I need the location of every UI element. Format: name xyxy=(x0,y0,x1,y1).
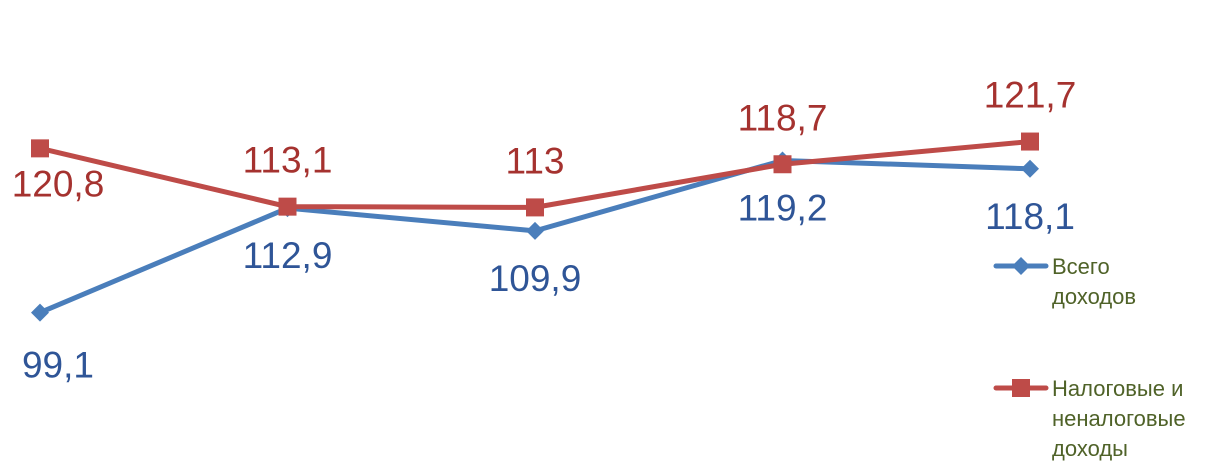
legend-label-2-line-2: неналоговые xyxy=(1052,406,1186,431)
series-2-data-label-2: 113,1 xyxy=(243,140,333,181)
legend-label-1: Всего доходов xyxy=(1052,254,1136,309)
series-2-data-label-3: 113 xyxy=(506,140,565,181)
legend-marker-1 xyxy=(1012,257,1030,275)
series-1-data-label-1: 99,1 xyxy=(22,345,94,386)
legend-label-2-line-3: доходы xyxy=(1052,436,1128,461)
series-2-marker-5 xyxy=(1021,132,1039,151)
series-1-data-label-4: 119,2 xyxy=(738,187,828,228)
legend-marker-2 xyxy=(1012,379,1030,397)
series-1-marker-3 xyxy=(526,221,544,240)
series-2-marker-2 xyxy=(278,197,297,216)
series-1-marker-5 xyxy=(1021,159,1039,178)
series-1-data-label-3: 109,9 xyxy=(489,258,582,299)
series-2-marker-4 xyxy=(773,155,792,174)
series-2-marker-3 xyxy=(526,198,544,217)
series-2-data-label-4: 118,7 xyxy=(738,97,828,138)
series-2-data-label-1: 120,8 xyxy=(12,163,105,204)
series-2-marker-1 xyxy=(31,139,49,158)
legend-label-2: Налоговые и неналоговые доходы xyxy=(1052,376,1186,461)
legend-label-1-line-2: доходов xyxy=(1052,284,1136,309)
legend-label-2-line-1: Налоговые и xyxy=(1052,376,1183,401)
plot-area: 99,1 112,9 109,9 119,2 118,1 120,8 113,1 113 118… xyxy=(12,75,1077,386)
series-1-marker-1 xyxy=(31,303,49,322)
series-1-data-label-2: 112,9 xyxy=(243,235,333,276)
series-2-data-label-5: 121,7 xyxy=(984,75,1077,116)
legend-label-1-line-1: Всего xyxy=(1052,254,1110,279)
legend: Всего доходов Налоговые и неналоговые доходы xyxy=(993,254,1186,461)
series-1-data-label-5: 118,1 xyxy=(985,196,1075,237)
